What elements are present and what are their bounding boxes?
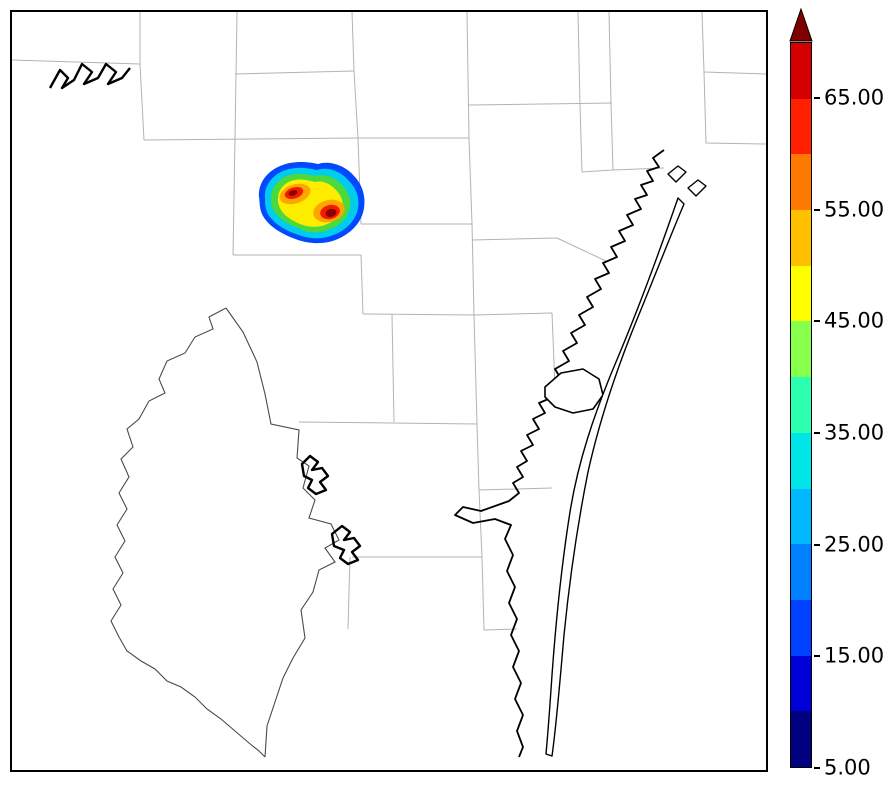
corpus-christi-bay [544,368,604,414]
lakes [48,62,362,566]
colorbar-segment [791,43,811,99]
colorbar-segment [791,377,811,433]
islet-north-1 [667,165,687,183]
county-boundaries [12,12,766,631]
colorbar-tick-label: 25.00 [824,532,885,557]
colorbar-tick-mark [814,320,820,323]
colorbar-ticks: 65.00 55.00 45.00 35.00 25.00 15.00 5.00 [814,42,894,778]
map-panel [10,10,768,772]
colorbar-tick-mark [814,96,820,99]
barrier-island [545,197,685,757]
colorbar-segment [791,265,811,322]
colorbar-tick-mark [814,655,820,658]
reservoir-northwest [48,62,131,90]
colorbar-segment [791,210,811,266]
colorbar-tick-label: 15.00 [824,643,885,668]
colorbar-segment [791,599,811,656]
colorbar-arrow-shape [789,8,813,42]
coastline [454,149,707,758]
colorbar-segment [791,154,811,211]
colorbar-segment [791,655,811,712]
colorbar-tick-label: 55.00 [824,197,885,222]
colorbar-tick-label: 35.00 [824,420,885,445]
lake-center [300,454,330,496]
mainland-coast [454,149,665,758]
colorbar-tick-mark [814,767,820,769]
colorbar-bar [790,42,812,768]
plume-core-east [325,208,337,218]
plume-core-west [288,190,298,196]
plume [258,162,365,244]
colorbar-tick-label: 65.00 [824,85,885,110]
colorbar-segment [791,321,811,378]
lake-south [330,524,362,566]
colorbar-tick-label: 5.00 [824,755,871,780]
colorbar-tick-mark [814,543,820,546]
colorbar-tick-mark [814,208,820,211]
colorbar-segment [791,432,811,489]
colorbar-segment [791,711,811,767]
map-canvas [12,12,766,758]
colorbar-segment [791,98,811,155]
colorbar-tick-mark [814,431,820,434]
colorbar-segment [791,544,811,600]
islet-north-2 [687,179,707,197]
colorbar-segment [791,488,811,545]
international-border [110,307,340,758]
colorbar-tick-label: 45.00 [824,308,885,333]
colorbar-extend-arrow [789,8,813,42]
